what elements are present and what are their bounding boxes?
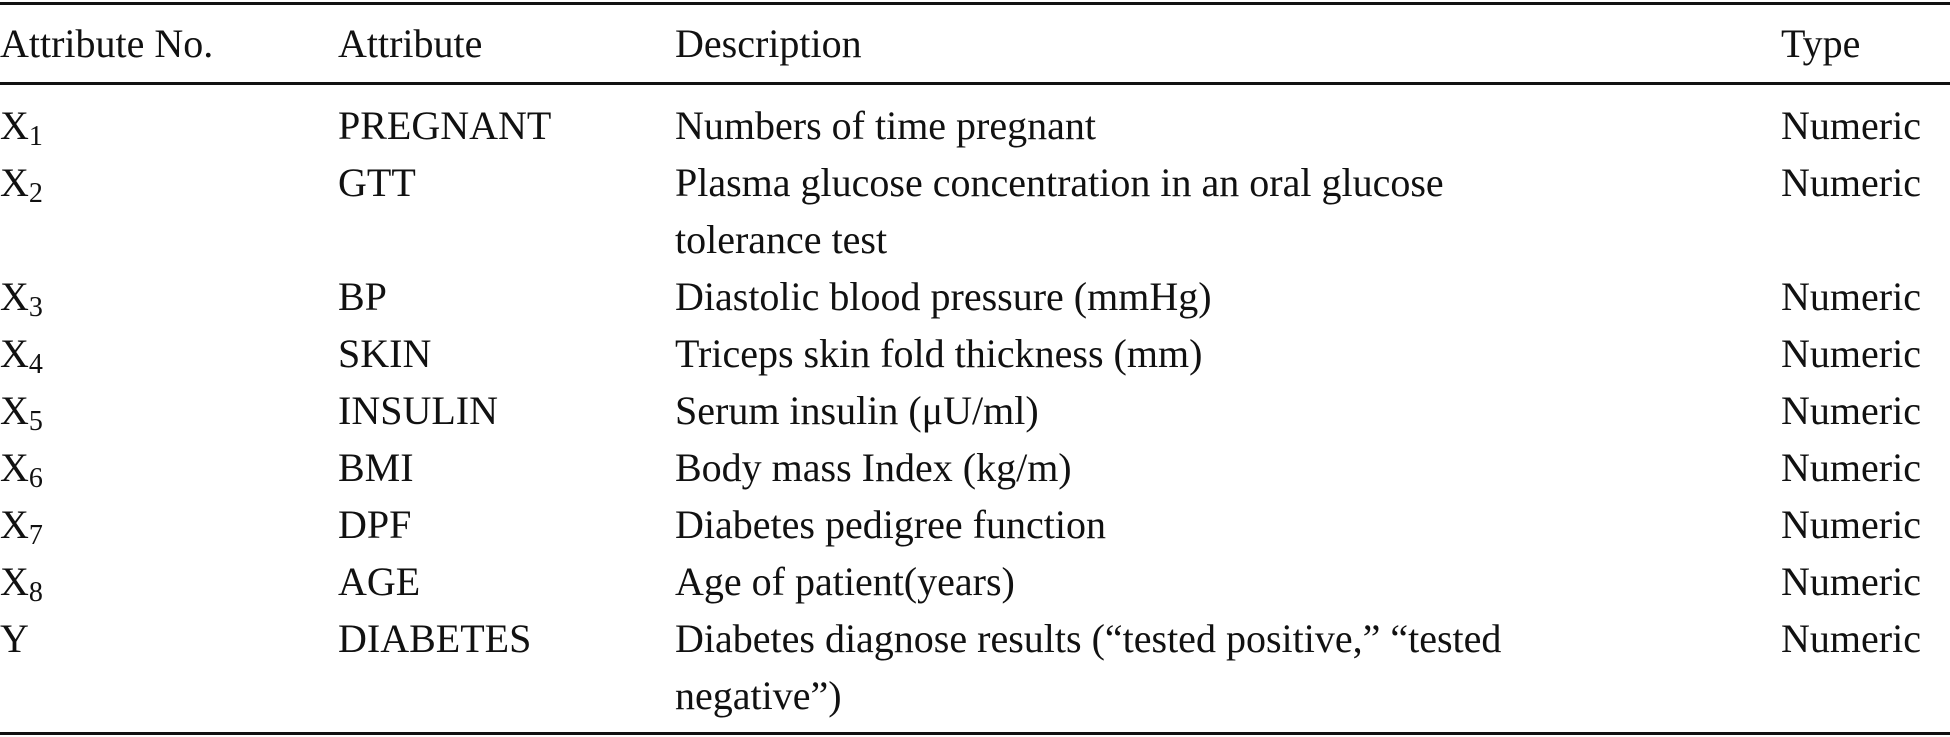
table-row: X7 DPF Diabetes pedigree function Numeric [0, 496, 1950, 553]
table-row: X8 AGE Age of patient(years) Numeric [0, 553, 1950, 610]
table-cell: DPF [338, 502, 412, 547]
table-row: X6 BMI Body mass Index (kg/m) Numeric [0, 439, 1950, 496]
table-cell: PREGNANT [338, 103, 552, 148]
table-cell: X3 [0, 268, 338, 325]
table-body: X1 PREGNANT Numbers of time pregnant Numeri… [0, 84, 1950, 734]
table-cell: DIABETES [338, 616, 532, 661]
attribute-subscript: 2 [28, 178, 43, 209]
table-cell: Numeric [1781, 160, 1921, 205]
table-cell: BP [338, 274, 387, 319]
attribute-subscript: 7 [28, 520, 43, 551]
table-cell: X5 [0, 382, 338, 439]
attribute-subscript: 3 [28, 292, 43, 323]
attribute-symbol: X [0, 103, 29, 148]
attribute-symbol: X [0, 331, 29, 376]
header-row: Attribute No. Attribute Description Type [0, 3, 1950, 84]
table-cell: Diabetes pedigree function [675, 502, 1106, 547]
attribute-subscript: 6 [28, 463, 43, 494]
table-cell: Numeric [1781, 331, 1921, 376]
table-cell: Age of patient(years) [675, 559, 1015, 604]
table-cell: Body mass Index (kg/m) [675, 445, 1072, 490]
table-row: X3 BP Diastolic blood pressure (mmHg) Numer… [0, 268, 1950, 325]
attribute-symbol: X [0, 160, 29, 205]
table-cell: Y [0, 610, 338, 734]
table-cell: X4 [0, 325, 338, 382]
table-cell: GTT [338, 160, 416, 205]
table-row: Y DIABETES Diabetes diagnose results (“tes… [0, 610, 1950, 734]
attribute-symbol: X [0, 388, 29, 433]
table-cell: X1 [0, 84, 338, 155]
table-cell: Numeric [1781, 388, 1921, 433]
attribute-symbol: X [0, 445, 29, 490]
attribute-subscript: 1 [28, 121, 43, 152]
table-cell: X8 [0, 553, 338, 610]
header-cell: Type [1781, 21, 1861, 66]
table-cell: BMI [338, 445, 414, 490]
table-cell: Triceps skin fold thickness (mm) [675, 331, 1203, 376]
header-cell: Attribute No. [0, 21, 214, 66]
header-cell: Description [675, 21, 862, 66]
table-cell: Numeric [1781, 616, 1921, 661]
table-row: X4 SKIN Triceps skin fold thickness (mm) Nu… [0, 325, 1950, 382]
table-cell: X6 [0, 439, 338, 496]
attribute-subscript: 5 [28, 406, 43, 437]
table-cell: Numeric [1781, 502, 1921, 547]
attribute-subscript: 4 [28, 349, 43, 380]
table-cell: Numeric [1781, 559, 1921, 604]
table-cell: Diabetes diagnose results (“tested posit… [675, 616, 1502, 718]
table-cell: AGE [338, 559, 421, 604]
table-cell: Diastolic blood pressure (mmHg) [675, 274, 1212, 319]
header-cell: Attribute [338, 21, 483, 66]
table-cell: Numeric [1781, 274, 1921, 319]
table-cell: X7 [0, 496, 338, 553]
table-cell: Numeric [1781, 445, 1921, 490]
table-row: X2 GTT Plasma glucose concentration in an … [0, 154, 1950, 268]
attribute-subscript: 8 [28, 577, 43, 608]
table-row: X1 PREGNANT Numbers of time pregnant Numeri… [0, 84, 1950, 155]
table-cell: Serum insulin (μU/ml) [675, 388, 1039, 433]
table-row: X5 INSULIN Serum insulin (μU/ml) Numeric [0, 382, 1950, 439]
table-cell: Numbers of time pregnant [675, 103, 1096, 148]
table-cell: SKIN [338, 331, 432, 376]
table-cell: Numeric [1781, 103, 1921, 148]
table-cell: Plasma glucose concentration in an oral … [675, 160, 1444, 262]
attribute-symbol: X [0, 502, 29, 547]
attribute-symbol: X [0, 274, 29, 319]
attribute-symbol: X [0, 559, 29, 604]
attribute-symbol: Y [0, 616, 29, 661]
table-cell: X2 [0, 154, 338, 268]
table-cell: INSULIN [338, 388, 498, 433]
